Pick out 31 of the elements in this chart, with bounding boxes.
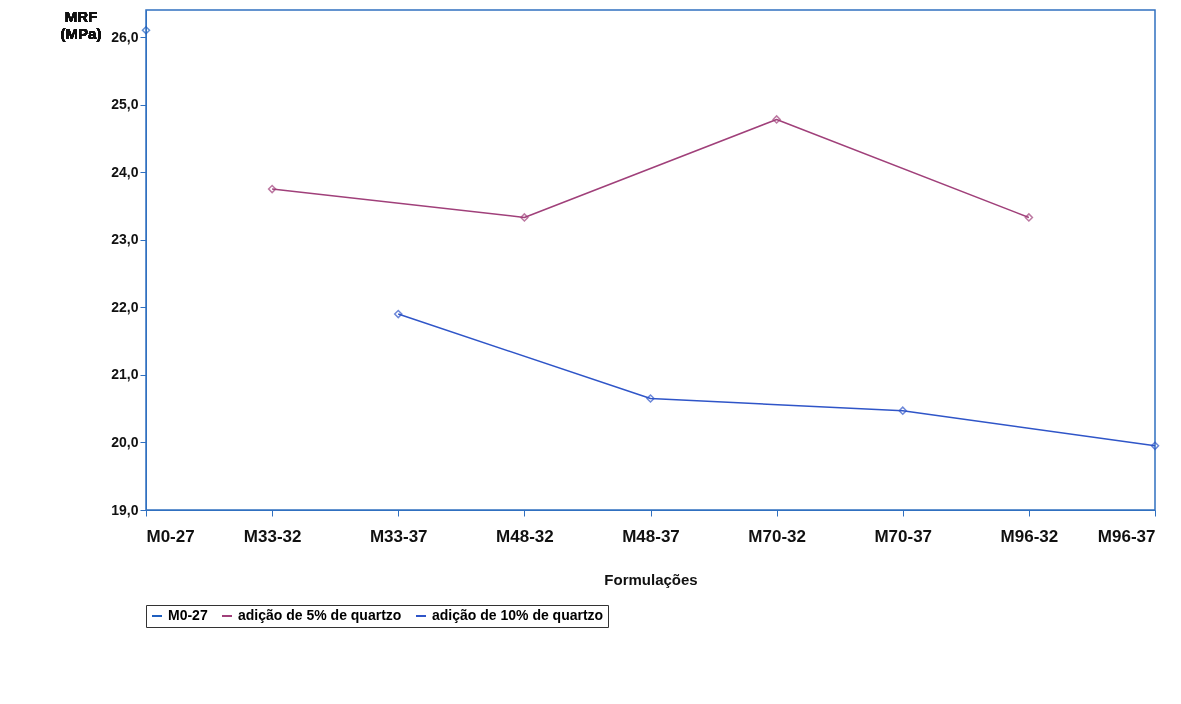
x-tick-label: M33-37: [369, 526, 428, 546]
x-tick-label: M96-37: [1097, 526, 1156, 546]
x-axis-title: Formulações: [604, 570, 698, 588]
x-tick-label: M70-37: [874, 526, 933, 546]
point: [898, 406, 908, 415]
y-tick-label: 26,0: [111, 28, 139, 45]
x-tick-label: M0-27: [146, 526, 195, 546]
point: [1150, 441, 1160, 451]
y-tick-label: 22,0: [111, 298, 139, 315]
legend-label: adição de 10% de quartzo: [432, 607, 604, 623]
x-tick-label: M48-32: [496, 526, 554, 546]
y-tick-label: 25,0: [111, 96, 139, 113]
y-tick-label: 24,0: [111, 163, 139, 180]
x-tick-label: M96-32: [1000, 526, 1059, 546]
y-tick-label: 21,0: [111, 366, 139, 383]
x-tick-label: M70-32: [748, 526, 806, 546]
y-tick-label: 20,0: [111, 433, 139, 450]
point: [1024, 213, 1034, 222]
y-tick-label: 19,0: [111, 501, 139, 518]
y-tick-label: 23,0: [111, 231, 139, 248]
legend-label: M0-27: [168, 607, 208, 623]
point: [520, 213, 529, 222]
legend-label: adição de 5% de quartzo: [238, 607, 402, 623]
point: [267, 184, 277, 194]
point: [772, 115, 781, 124]
point: [393, 309, 403, 319]
x-tick-label: M33-32: [243, 526, 302, 546]
point: [646, 394, 655, 403]
x-tick-label: M48-37: [622, 526, 680, 546]
point: [141, 25, 151, 35]
y-axis-title: MRF (MPa): [60, 8, 102, 42]
